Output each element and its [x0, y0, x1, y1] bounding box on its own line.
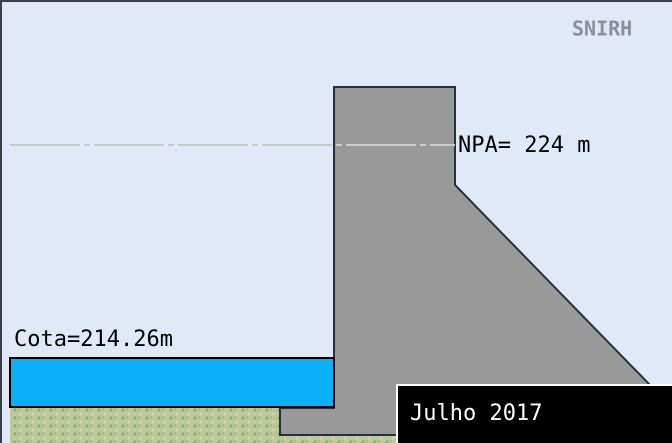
date-label: Julho 2017 — [410, 401, 542, 426]
cota-label: Cota=214.26m — [14, 327, 173, 352]
date-box — [396, 384, 672, 443]
brand: SNIRH — [572, 17, 632, 41]
npa-label: NPA= 224 m — [458, 133, 590, 158]
water — [9, 357, 335, 408]
